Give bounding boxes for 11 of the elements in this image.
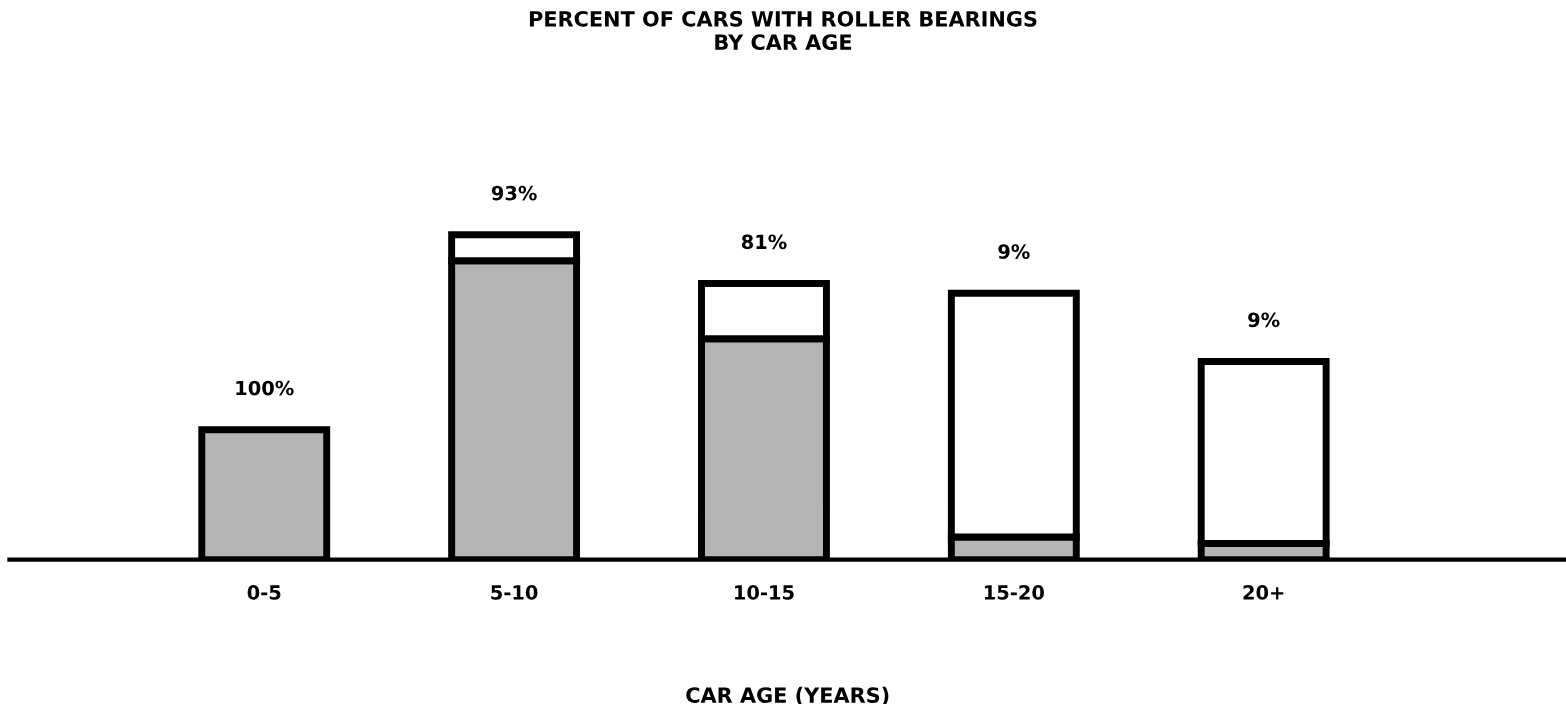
annotation: 81%	[741, 234, 787, 250]
x-tick-label: 0-5	[247, 585, 281, 600]
annotation: 100%	[236, 380, 294, 396]
annotation: 9%	[998, 244, 1030, 259]
x-tick-label: 15-20	[984, 585, 1044, 600]
annotation: 9%	[1248, 312, 1280, 328]
chart-title: PERCENT OF CARS WITH ROLLER BEARINGS BY CAR AGE	[529, 10, 1037, 51]
x-tick-label: 20+	[1243, 585, 1284, 600]
x-tick-label: 5-10	[491, 585, 538, 600]
annotation: 93%	[491, 185, 537, 201]
x-tick-label: 10-15	[735, 585, 794, 600]
